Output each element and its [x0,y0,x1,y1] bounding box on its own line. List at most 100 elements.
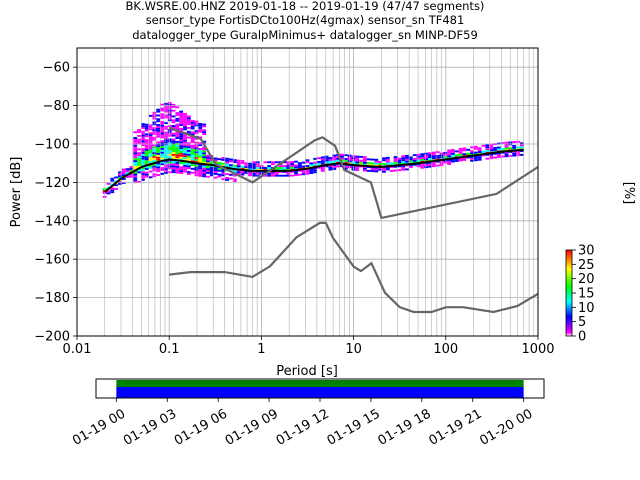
heatmap-cell [175,125,180,128]
heatmap-cell [320,162,325,165]
heatmap-cell [489,145,494,148]
heatmap-cell [190,141,195,143]
heatmap-cell [133,171,138,174]
heatmap-cell [156,141,161,144]
heatmap-cell [286,167,291,169]
heatmap-cell [343,154,348,157]
heatmap-cell [183,153,187,156]
heatmap-cell [209,172,214,175]
heatmap-cell [236,163,241,166]
heatmap-cell [397,165,402,168]
heatmap-cell [160,149,164,152]
heatmap-cell [428,152,432,155]
heatmap-cell [137,142,141,145]
heatmap-cell [198,161,203,164]
heatmap-cell [317,157,321,160]
heatmap-cell [385,162,390,165]
heatmap-cell [175,119,180,122]
heatmap-cell [186,167,191,170]
heatmap-cell [206,166,210,169]
heatmap-cell [393,156,398,159]
heatmap-cell [183,136,187,138]
heatmap-cell [251,166,256,169]
heatmap-cell [519,150,524,153]
heatmap-cell [202,158,207,160]
heatmap-cell [152,115,157,118]
coverage-tick-label: 01-19 00 [70,407,128,449]
heatmap-cell [504,151,509,154]
heatmap-cell [443,155,448,158]
heatmap-cell [133,140,138,143]
heatmap-cell [137,157,141,160]
heatmap-cell [297,162,302,165]
heatmap-cell [125,168,130,171]
heatmap-cell [324,161,329,164]
heatmap-cell [309,170,314,173]
heatmap-cell [317,166,321,169]
heatmap-cell [160,144,164,146]
heatmap-cell [225,159,230,162]
y-axis-label: Power [dB] [9,157,24,228]
heatmap-cell [493,147,497,149]
heatmap-cell [183,168,187,171]
heatmap-cell [179,152,184,155]
heatmap-cell [171,155,176,158]
heatmap-cell [190,160,195,163]
heatmap-cell [313,169,318,172]
heatmap-cell [473,145,478,148]
heatmap-cell [156,174,161,176]
heatmap-cell [186,150,191,152]
heatmap-cell [171,109,176,112]
heatmap-cell [190,148,195,151]
heatmap-cell [179,122,184,125]
heatmap-cell [175,135,180,138]
heatmap-cell [370,158,375,161]
heatmap-cell [175,114,180,116]
heatmap-cell [121,170,126,173]
heatmap-cell [163,102,168,105]
heatmap-cell [290,164,295,167]
heatmap-cell [420,164,425,167]
heatmap-cell [209,170,214,173]
heatmap-cell [362,167,367,170]
heatmap-cell [213,170,218,173]
heatmap-cell [405,156,409,159]
heatmap-cell [198,123,203,125]
heatmap-cell [152,127,157,130]
heatmap-cell [133,162,138,164]
heatmap-cell [152,123,157,126]
heatmap-cell [217,167,222,170]
heatmap-cell [133,175,138,178]
heatmap-cell [140,163,145,166]
heatmap-cell [477,151,482,154]
heatmap-cell [382,157,386,160]
heatmap-cell [144,171,149,174]
heatmap-cell [171,115,176,118]
heatmap-cell [328,158,333,161]
heatmap-cell [431,155,436,158]
heatmap-cell [412,154,417,157]
heatmap-cell [156,149,161,151]
heatmap-cell [152,117,157,120]
heatmap-cell [301,161,306,164]
heatmap-cell [397,159,402,162]
x-tick-label: 100 [433,342,458,357]
heatmap-cell [148,134,153,137]
heatmap-cell [282,174,287,177]
heatmap-cell [183,166,187,169]
heatmap-cell [110,179,115,182]
heatmap-cell [160,134,164,137]
heatmap-cell [183,118,187,121]
heatmap-cell [213,157,218,160]
heatmap-cell [420,162,425,165]
heatmap-cell [163,156,168,159]
heatmap-cell [194,153,199,156]
heatmap-cell [324,165,329,168]
heatmap-cell [110,177,115,180]
heatmap-cell [144,152,149,155]
heatmap-cell [294,164,298,167]
heatmap-cell [129,169,134,172]
heatmap-cell [152,175,157,178]
colorbar-tick-label: 15 [578,287,595,302]
